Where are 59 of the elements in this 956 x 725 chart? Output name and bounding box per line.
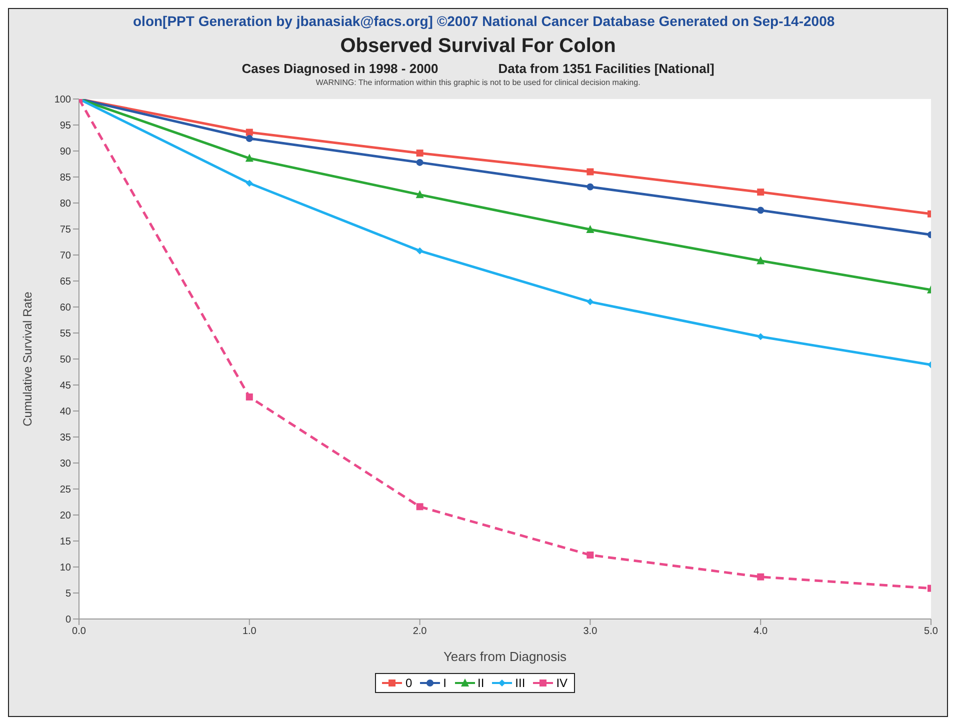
y-tick-label: 85 [60, 172, 72, 184]
point [245, 154, 254, 162]
x-tick-label: 2.0 [412, 626, 428, 638]
y-tick-label: 35 [60, 432, 72, 444]
legend-label: 0 [405, 676, 412, 690]
point [586, 168, 594, 176]
point [586, 225, 594, 234]
point [756, 256, 765, 264]
chart-title: Observed Survival For Colon [339, 35, 617, 58]
x-axis-title: Years from Diagnosis [443, 649, 568, 664]
y-tick-label: 95 [60, 120, 72, 132]
x-tick-label: 1.0 [242, 626, 257, 638]
x-tick-label: 5.0 [924, 626, 938, 638]
point [757, 188, 764, 196]
point [757, 333, 764, 340]
point [416, 190, 424, 198]
y-tick-label: 15 [60, 536, 72, 548]
point [757, 206, 764, 214]
text: olon[PPT Generation by jbanasiak@facs.org] ©2007 National Cancer Database Generated on Sep-14-2008 [132, 12, 836, 31]
point [416, 503, 424, 510]
y-tick-label: 90 [60, 146, 72, 158]
x-tick-label: 4.0 [754, 626, 768, 638]
y-tick-label: 65 [60, 276, 72, 288]
y-tick-label: 50 [60, 354, 72, 366]
point [246, 135, 253, 142]
y-tick-label: 20 [60, 510, 72, 522]
y-tick-label: 60 [60, 302, 72, 314]
y-tick-label: 80 [60, 198, 72, 210]
y-tick-label: 0 [65, 614, 72, 626]
legend-label: II [478, 676, 484, 690]
point [246, 393, 253, 400]
point [416, 247, 424, 254]
point [586, 183, 594, 190]
point [586, 298, 594, 306]
legend-label: III [515, 676, 526, 690]
point [416, 158, 424, 166]
y-tick-label: 30 [60, 458, 72, 470]
x-tick-label: 3.0 [583, 626, 598, 638]
y-tick-label: 10 [60, 562, 72, 574]
legend-label: IV [556, 676, 568, 690]
y-tick-label: 55 [60, 328, 72, 340]
y-tick-label: 5 [65, 588, 72, 600]
y-axis-title: Cumulative Survival Rate [20, 291, 34, 426]
text: Data from 1351 Facilities [National] [498, 61, 714, 76]
text: WARNING: The information within this graphic is not to be used for clinical decision making. [314, 78, 642, 87]
point [246, 180, 253, 187]
legend-label: I [443, 676, 446, 690]
y-tick-label: 75 [60, 224, 72, 236]
point [757, 573, 764, 580]
point [416, 150, 424, 157]
chart-subtitle: Cases Diagnosed in 1998 - 2000 [242, 61, 438, 76]
point [246, 128, 253, 136]
y-tick-label: 100 [54, 94, 72, 106]
y-tick-label: 40 [60, 406, 72, 418]
y-tick-label: 25 [60, 484, 72, 496]
y-tick-label: 70 [60, 250, 72, 262]
x-tick-label: 0.0 [72, 626, 86, 638]
y-tick-label: 45 [60, 380, 72, 392]
point [586, 552, 594, 559]
